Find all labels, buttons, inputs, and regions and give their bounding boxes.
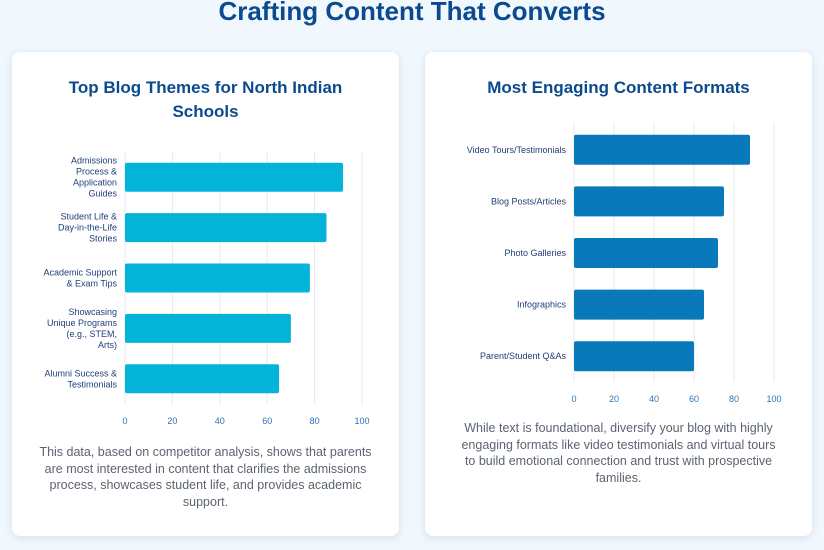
category-label: Photo Galleries (504, 248, 566, 258)
x-tick-label: 80 (729, 394, 739, 404)
category-label: Application (73, 178, 117, 188)
page-title: Crafting Content That Converts (218, 0, 606, 26)
x-tick-label: 100 (354, 416, 369, 426)
bar (574, 289, 704, 320)
category-label: Blog Posts/Articles (491, 196, 567, 206)
category-label: & Exam Tips (66, 279, 117, 289)
category-label: Day-in-the-Life (58, 223, 117, 233)
category-label: Stories (89, 234, 118, 244)
category-label: Parent/Student Q&As (480, 351, 567, 361)
content-formats-chart: Video Tours/Testimonials Blog Posts/Artic… (467, 124, 782, 404)
category-label: (e.g., STEM, (66, 329, 117, 339)
category-label: Unique Programs (47, 318, 118, 328)
content-formats-note: While text is foundational, diversify yo… (461, 421, 776, 485)
x-tick-label: 80 (310, 416, 320, 426)
category-label: Guides (88, 189, 117, 199)
x-tick-label: 60 (689, 394, 699, 404)
x-tick-label: 40 (215, 416, 225, 426)
blog-themes-note: This data, based on competitor analysis,… (39, 445, 372, 509)
x-tick-label: 0 (122, 416, 127, 426)
bar (574, 186, 724, 217)
bar (125, 162, 344, 192)
category-label: Alumni Success & (44, 368, 117, 378)
x-tick-label: 0 (571, 394, 576, 404)
blog-themes-chart-title: Top Blog Themes for North Indian Schools (68, 78, 343, 121)
content-formats-chart-title: Most Engaging Content Formats (487, 78, 750, 97)
bar (125, 263, 310, 293)
category-label: Video Tours/Testimonials (467, 145, 567, 155)
x-tick-label: 60 (262, 416, 272, 426)
category-label: Showcasing (68, 307, 117, 317)
blog-themes-card: Top Blog Themes for North Indian Schools… (12, 52, 399, 536)
x-tick-label: 40 (649, 394, 659, 404)
bar (574, 341, 694, 372)
bar (125, 313, 291, 343)
category-label: Process & (76, 167, 117, 177)
x-tick-label: 100 (766, 394, 781, 404)
category-label: Testimonials (67, 379, 117, 389)
x-tick-label: 20 (167, 416, 177, 426)
bar (574, 134, 750, 165)
bar (574, 238, 718, 268)
category-label: Admissions (71, 156, 118, 166)
x-tick-label: 20 (609, 394, 619, 404)
bar (125, 213, 327, 243)
bar (125, 364, 280, 394)
category-label: Arts) (98, 340, 117, 350)
category-label: Student Life & (60, 212, 117, 222)
category-label: Infographics (517, 300, 567, 310)
category-label: Academic Support (43, 268, 117, 278)
content-formats-card: Most Engaging Content Formats Video Tour… (425, 52, 812, 536)
